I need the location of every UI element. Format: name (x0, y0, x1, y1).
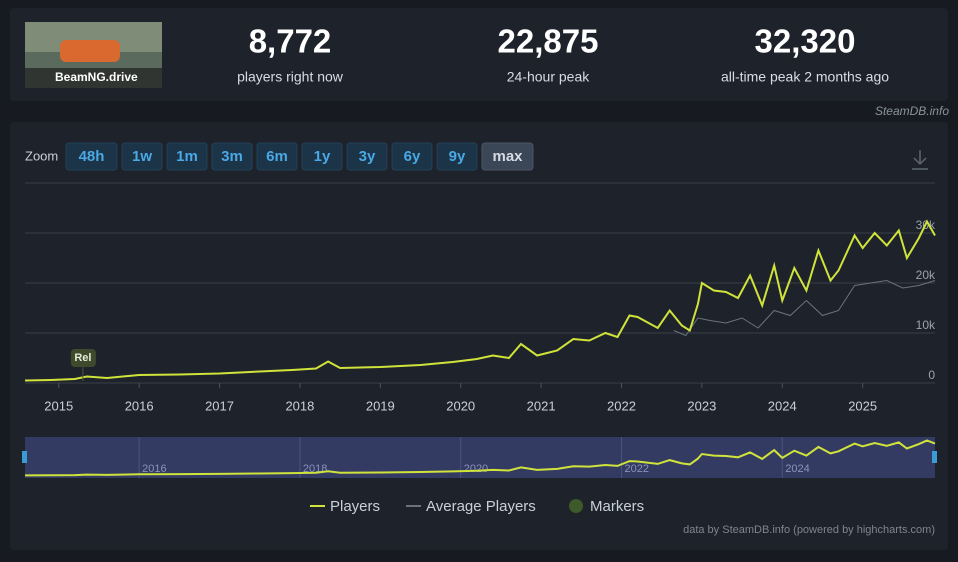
x-tick-label: 2024 (768, 398, 797, 413)
navigator-line (24, 439, 936, 477)
zoom-button-label[interactable]: 1w (132, 148, 152, 165)
x-tick-label: 2019 (366, 398, 395, 413)
marker-label: Rel (74, 352, 91, 364)
icon-part (913, 157, 927, 166)
zoom-button-label[interactable]: 1m (176, 148, 198, 165)
x-tick-label: 2021 (527, 398, 556, 413)
zoom-button-label[interactable]: 3y (359, 148, 376, 165)
download-icon[interactable] (912, 150, 928, 170)
x-tick-label: 2015 (44, 398, 73, 413)
stat-label: 24-hour peak (507, 69, 591, 85)
stat-label: players right now (237, 69, 344, 85)
source: SteamDB.info (875, 104, 949, 118)
x-tick-label: 2020 (446, 398, 475, 413)
game-name: BeamNG.drive (55, 70, 138, 84)
zoom-button-label[interactable]: 1y (314, 148, 331, 165)
zoom-button[interactable] (481, 142, 534, 171)
stat-value: 22,875 (498, 23, 599, 60)
x-tick-label: 2025 (848, 398, 877, 413)
series-line (673, 279, 936, 337)
legend-label[interactable]: Average Players (426, 498, 536, 515)
series-line (24, 219, 936, 382)
legend-swatch (569, 499, 583, 513)
legend-label[interactable]: Players (330, 498, 380, 515)
x-tick-label: 2023 (687, 398, 716, 413)
y-tick-label: 10k (916, 318, 936, 332)
zoom-label: Zoom (25, 148, 58, 163)
zoom-button[interactable] (65, 142, 118, 171)
x-tick-label: 2022 (607, 398, 636, 413)
zoom-button[interactable] (436, 142, 478, 171)
zoom-button[interactable] (346, 142, 388, 171)
zoom-button-label[interactable]: 6y (404, 148, 421, 165)
zoom-button[interactable] (391, 142, 433, 171)
x-tick-label: 2017 (205, 398, 234, 413)
zoom-button[interactable] (211, 142, 253, 171)
zoom-button-label[interactable]: 3m (221, 148, 243, 165)
navigator-handle[interactable] (22, 451, 27, 463)
legend-label[interactable]: Markers (590, 498, 644, 515)
zoom-button[interactable] (121, 142, 163, 171)
marker[interactable] (70, 349, 96, 367)
zoom-button-label[interactable]: max (492, 148, 523, 165)
x-tick-label: 2018 (285, 398, 314, 413)
navigator-handle[interactable] (932, 451, 937, 463)
navigator-tick-label: 2016 (142, 463, 166, 475)
y-tick-label: 0 (928, 368, 935, 382)
chart-panel (10, 122, 948, 550)
stat-value: 8,772 (249, 23, 332, 60)
zoom-button[interactable] (256, 142, 298, 171)
x-tick-label: 2016 (125, 398, 154, 413)
game-image-car (60, 40, 120, 62)
game-image-band (25, 68, 162, 88)
zoom-button-label[interactable]: 9y (449, 148, 466, 165)
zoom-button[interactable] (301, 142, 343, 171)
y-tick-label: 20k (916, 268, 936, 282)
zoom-button-label[interactable]: 48h (79, 148, 105, 165)
zoom-button[interactable] (166, 142, 208, 171)
credit: data by SteamDB.info (powered by highcha… (683, 524, 935, 536)
stat-value: 32,320 (755, 23, 856, 60)
navigator-tick-label: 2020 (464, 463, 488, 475)
navigator-tick-label: 2024 (785, 463, 809, 475)
stat-label: all-time peak 2 months ago (721, 69, 889, 85)
stats-panel (10, 8, 948, 101)
navigator-tick-label: 2022 (624, 463, 648, 475)
zoom-button-label[interactable]: 6m (266, 148, 288, 165)
